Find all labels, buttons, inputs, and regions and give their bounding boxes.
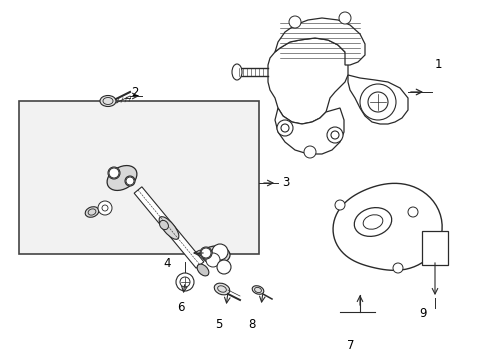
Circle shape bbox=[102, 205, 108, 211]
Text: 2: 2 bbox=[131, 86, 138, 99]
Circle shape bbox=[212, 244, 227, 260]
Ellipse shape bbox=[159, 217, 179, 239]
Circle shape bbox=[304, 146, 315, 158]
Circle shape bbox=[109, 168, 119, 178]
Text: 5: 5 bbox=[215, 318, 222, 331]
Ellipse shape bbox=[197, 264, 208, 276]
Text: 6: 6 bbox=[177, 301, 184, 314]
Bar bbox=[421, 231, 447, 265]
Ellipse shape bbox=[125, 176, 135, 186]
Text: 7: 7 bbox=[346, 339, 354, 352]
Bar bbox=[19, 101, 259, 254]
Ellipse shape bbox=[108, 167, 120, 179]
Circle shape bbox=[217, 260, 230, 274]
Circle shape bbox=[326, 127, 342, 143]
Ellipse shape bbox=[231, 64, 242, 80]
Polygon shape bbox=[274, 18, 364, 65]
Circle shape bbox=[180, 277, 190, 287]
Circle shape bbox=[338, 12, 350, 24]
Polygon shape bbox=[274, 108, 343, 154]
Circle shape bbox=[359, 84, 395, 120]
Text: 4: 4 bbox=[163, 257, 171, 270]
Polygon shape bbox=[134, 187, 203, 268]
Circle shape bbox=[126, 177, 134, 185]
Circle shape bbox=[98, 201, 112, 215]
Circle shape bbox=[281, 124, 288, 132]
Ellipse shape bbox=[200, 247, 212, 259]
Text: 9: 9 bbox=[419, 307, 426, 320]
Ellipse shape bbox=[100, 95, 116, 107]
Ellipse shape bbox=[159, 220, 168, 230]
Ellipse shape bbox=[85, 207, 99, 217]
Circle shape bbox=[276, 120, 292, 136]
Circle shape bbox=[201, 248, 210, 258]
Circle shape bbox=[205, 253, 220, 267]
Ellipse shape bbox=[107, 166, 137, 190]
Circle shape bbox=[407, 207, 417, 217]
Polygon shape bbox=[267, 38, 347, 124]
Circle shape bbox=[330, 131, 338, 139]
Polygon shape bbox=[347, 75, 407, 124]
Circle shape bbox=[392, 263, 402, 273]
Circle shape bbox=[176, 273, 194, 291]
Circle shape bbox=[367, 92, 387, 112]
Polygon shape bbox=[332, 183, 441, 270]
Circle shape bbox=[288, 16, 301, 28]
Ellipse shape bbox=[252, 286, 263, 294]
Text: 1: 1 bbox=[433, 58, 441, 71]
Ellipse shape bbox=[214, 283, 229, 295]
Text: 8: 8 bbox=[248, 318, 255, 331]
Text: 3: 3 bbox=[282, 176, 289, 189]
Ellipse shape bbox=[202, 246, 229, 264]
Circle shape bbox=[334, 200, 345, 210]
Ellipse shape bbox=[354, 208, 391, 237]
